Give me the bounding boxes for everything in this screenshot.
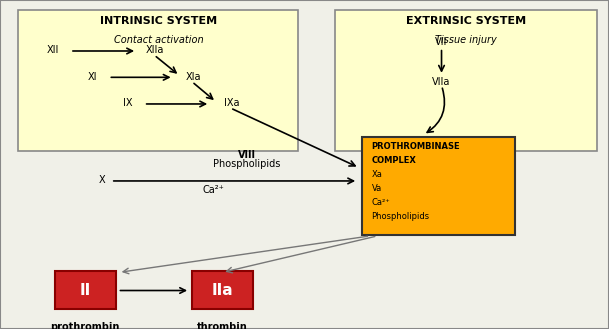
Text: Xa: Xa	[371, 170, 382, 179]
FancyBboxPatch shape	[55, 271, 116, 309]
Text: II: II	[80, 283, 91, 298]
Text: prothrombin: prothrombin	[51, 322, 120, 329]
Text: XII: XII	[47, 45, 59, 55]
FancyBboxPatch shape	[192, 271, 253, 309]
Text: EXTRINSIC SYSTEM: EXTRINSIC SYSTEM	[406, 16, 526, 26]
FancyBboxPatch shape	[362, 137, 515, 235]
Text: Ca²⁺: Ca²⁺	[202, 185, 224, 195]
FancyArrowPatch shape	[227, 237, 375, 273]
Text: Phospholipids: Phospholipids	[213, 159, 280, 169]
Text: Contact activation: Contact activation	[113, 35, 203, 44]
Text: VIIa: VIIa	[432, 77, 451, 87]
Text: VII: VII	[435, 37, 448, 47]
Text: IXa: IXa	[224, 98, 239, 108]
FancyArrowPatch shape	[427, 88, 445, 132]
Text: IIa: IIa	[211, 283, 233, 298]
Text: Ca²⁺: Ca²⁺	[371, 198, 390, 207]
Text: COMPLEX: COMPLEX	[371, 156, 417, 165]
Text: XIa: XIa	[186, 72, 202, 82]
Text: VIII: VIII	[238, 150, 256, 160]
Text: PROTHROMBINASE: PROTHROMBINASE	[371, 142, 460, 151]
Text: Tissue injury: Tissue injury	[435, 35, 497, 44]
Text: IX: IX	[123, 98, 133, 108]
Text: XI: XI	[88, 72, 97, 82]
Text: X: X	[99, 175, 105, 185]
FancyBboxPatch shape	[335, 10, 597, 151]
Text: thrombin: thrombin	[197, 322, 248, 329]
Text: XIIa: XIIa	[146, 45, 164, 55]
Text: Va: Va	[371, 184, 382, 193]
Text: Phospholipids: Phospholipids	[371, 212, 429, 220]
FancyBboxPatch shape	[18, 10, 298, 151]
Text: INTRINSIC SYSTEM: INTRINSIC SYSTEM	[100, 16, 217, 26]
FancyArrowPatch shape	[123, 236, 367, 274]
